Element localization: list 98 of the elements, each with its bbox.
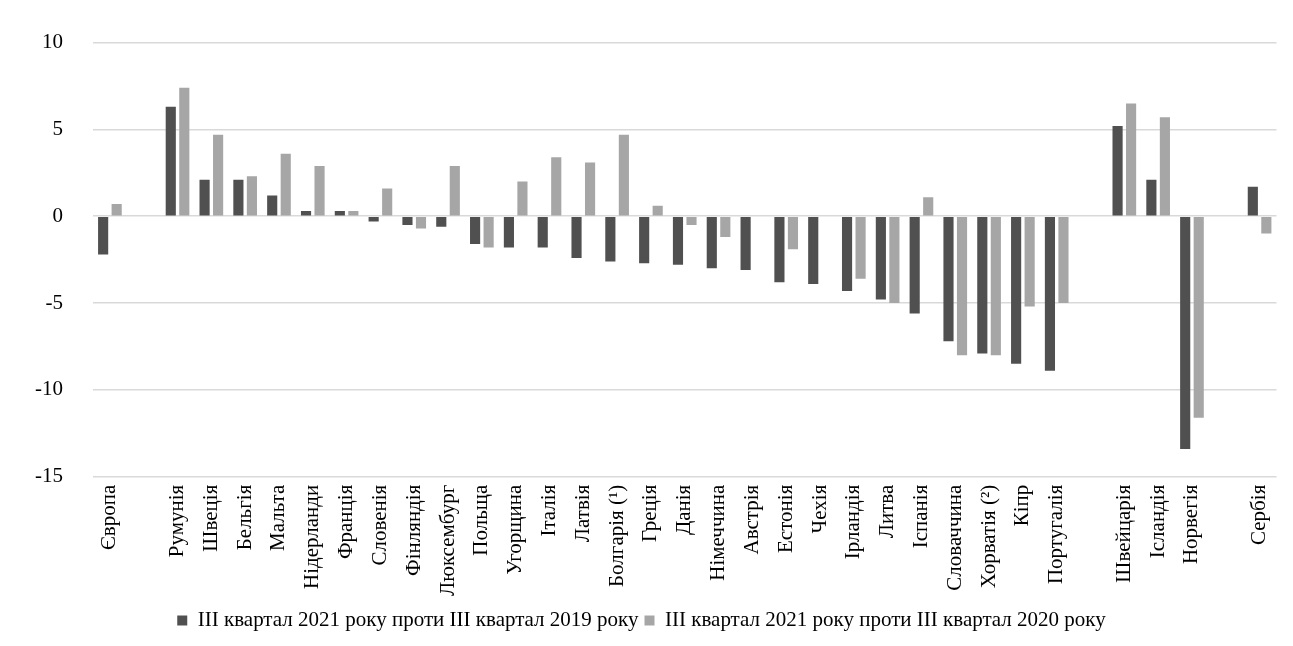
bar xyxy=(740,216,751,271)
bar xyxy=(314,165,325,216)
bar xyxy=(503,216,514,248)
x-tick-label: Швеція xyxy=(197,484,222,552)
bar xyxy=(402,216,413,225)
bar xyxy=(436,216,447,227)
bar xyxy=(1044,216,1056,371)
bar xyxy=(165,106,176,216)
x-tick-label: Швейцарія xyxy=(1110,484,1135,583)
bar xyxy=(889,216,900,304)
y-tick-label: -5 xyxy=(45,289,63,314)
x-tick-label: Сербія xyxy=(1246,484,1271,545)
bar xyxy=(923,197,934,216)
x-tick-label: Кіпр xyxy=(1009,484,1034,527)
bar xyxy=(199,179,210,216)
bar xyxy=(605,216,616,262)
x-tick-label: Литва xyxy=(874,484,899,539)
bar xyxy=(1180,216,1191,449)
bar xyxy=(470,216,481,245)
x-tick-label: Чехія xyxy=(806,484,831,534)
bar xyxy=(652,205,663,216)
bar xyxy=(855,216,866,279)
bar xyxy=(787,216,799,250)
x-tick-label: Угорщина xyxy=(502,484,527,575)
x-tick-label: Польща xyxy=(468,484,493,556)
bar xyxy=(267,195,278,216)
bar xyxy=(720,216,731,238)
y-tick-label: -15 xyxy=(34,463,63,488)
bar xyxy=(686,216,697,225)
bar xyxy=(179,87,190,216)
bar xyxy=(1058,216,1069,304)
bar xyxy=(415,216,427,229)
bar xyxy=(111,204,122,216)
x-tick-label: Хорватія (²) xyxy=(975,484,1000,589)
bar xyxy=(98,216,109,255)
bar xyxy=(1247,186,1258,216)
x-tick-label: Бельгія xyxy=(231,484,256,551)
bar xyxy=(841,216,853,291)
x-tick-label: Мальта xyxy=(265,484,290,551)
bar xyxy=(280,153,291,216)
bar xyxy=(483,216,494,248)
bar xyxy=(956,216,968,356)
x-tick-label: Латвія xyxy=(569,484,594,543)
y-tick-label: 10 xyxy=(41,29,63,54)
x-tick-label: Словенія xyxy=(366,484,391,566)
bar xyxy=(537,216,548,248)
x-tick-label: Іспанія xyxy=(907,484,932,549)
bar xyxy=(808,216,819,284)
x-tick-label: Норвегія xyxy=(1178,484,1203,565)
bar xyxy=(1126,103,1137,216)
x-tick-label: Франція xyxy=(333,484,358,560)
x-tick-label: Словаччина xyxy=(941,484,966,591)
bar xyxy=(639,216,650,264)
bar xyxy=(943,216,954,342)
bar xyxy=(1011,216,1022,364)
bar xyxy=(672,216,684,265)
x-tick-label: Нідерланди xyxy=(299,484,324,589)
x-tick-label: Португалія xyxy=(1043,484,1068,585)
x-tick-label: Фінляндія xyxy=(400,484,425,576)
x-tick-label: Болгарія (¹) xyxy=(603,484,628,587)
x-tick-label: Люксембург xyxy=(434,484,459,596)
x-tick-label: Данія xyxy=(671,484,696,536)
bar xyxy=(1146,179,1157,216)
bar xyxy=(977,216,988,354)
bar xyxy=(1112,125,1123,216)
x-tick-label: Естонія xyxy=(772,484,797,553)
bar xyxy=(706,216,717,269)
bar xyxy=(1159,117,1170,216)
bar xyxy=(233,179,244,216)
bar xyxy=(990,216,1001,356)
x-tick-label: Ірландія xyxy=(840,484,865,560)
bar xyxy=(517,181,528,216)
bar xyxy=(551,157,562,216)
legend-label: III квартал 2021 року проти III квартал 2019 року xyxy=(197,607,639,632)
x-tick-label: Австрія xyxy=(738,484,763,555)
bar xyxy=(584,162,596,216)
x-tick-label: Європа xyxy=(96,484,121,551)
bar xyxy=(618,134,629,216)
y-tick-label: 0 xyxy=(52,202,63,227)
bar xyxy=(875,216,886,300)
legend-label: III квартал 2021 року проти III квартал 2020 року xyxy=(665,607,1107,632)
bar xyxy=(1024,216,1035,307)
x-tick-label: Румунія xyxy=(164,484,189,558)
x-tick-label: Греція xyxy=(637,484,662,543)
bar xyxy=(571,216,582,258)
bar xyxy=(382,188,393,216)
bar xyxy=(774,216,785,283)
x-tick-label: Ісландія xyxy=(1144,484,1169,559)
bar xyxy=(213,134,224,216)
bar xyxy=(449,165,460,216)
bar xyxy=(1193,216,1204,418)
bar xyxy=(1261,216,1272,234)
bar xyxy=(246,176,257,216)
x-tick-label: Італія xyxy=(536,484,560,537)
bar xyxy=(909,216,920,314)
y-tick-label: -10 xyxy=(34,376,63,401)
y-tick-label: 5 xyxy=(52,115,63,140)
x-tick-label: Німеччина xyxy=(705,484,730,581)
